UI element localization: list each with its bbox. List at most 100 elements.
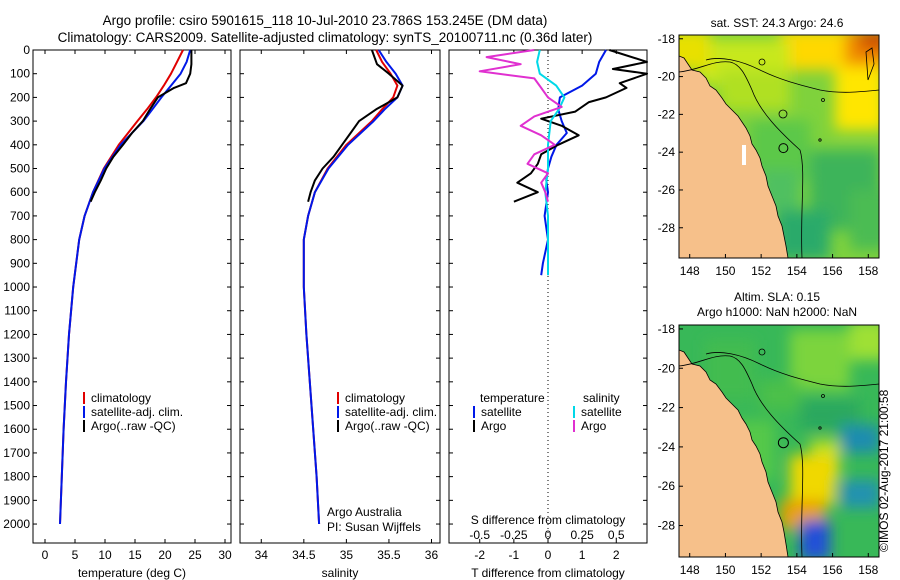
series-line-salinity-argo — [478, 49, 563, 202]
y-tick-label: 100 — [10, 67, 30, 81]
x-tick-label-secondary: 0.25 — [570, 528, 594, 542]
sla-contours — [679, 348, 879, 557]
x-tick-label: -1 — [509, 548, 520, 562]
y-tick-label: 1000 — [3, 280, 30, 294]
difference-panel: -2 -1 0 1 2 -0.5 -0.25 0 0.25 0.5 S difference fr… — [448, 49, 648, 580]
map-y-tick-label: -22 — [658, 107, 676, 121]
legend-t-satellite-label: satellite — [481, 405, 522, 419]
sst-map-axes: 148 150 152 154 156 158 -18 -20 -22 -24 -26 -28 — [658, 32, 879, 278]
temperature-legend: climatology satellite-adj. clim. Argo(..… — [83, 391, 183, 433]
difference-ticks: -2 -1 0 1 2 -0.5 -0.25 0 0.25 0.5 — [449, 49, 647, 562]
map-x-tick-label: 148 — [680, 563, 700, 577]
sst-map-panel: sat. SST: 24.3 Argo: 24.6 — [658, 16, 880, 278]
series-line-satellite-adj-clim- — [59, 49, 192, 525]
sst-contours — [679, 47, 879, 258]
y-tick-label: 1500 — [3, 399, 30, 413]
legend-s-argo-label: Argo — [581, 419, 607, 433]
title-line-2: Climatology: CARS2009. Satellite-adjuste… — [57, 30, 593, 45]
map-x-tick-label: 156 — [823, 264, 843, 278]
series-line-satellite-adj-clim- — [302, 49, 404, 525]
x-tick-label: 15 — [128, 548, 142, 562]
x-tick-label-secondary: 0 — [545, 528, 552, 542]
sla-map-frame — [678, 324, 880, 558]
map-x-tick-label: 156 — [823, 563, 843, 577]
map-y-tick-label: -26 — [658, 183, 676, 197]
map-y-tick-label: -24 — [658, 145, 676, 159]
x-tick-label: 0 — [545, 548, 552, 562]
temperature-series — [59, 49, 193, 525]
map-x-tick-label: 158 — [858, 264, 878, 278]
legend-climatology-label: climatology — [345, 391, 405, 405]
map-x-tick-label: 152 — [751, 264, 771, 278]
temperature-ticks: 0 5 10 15 20 25 300100200300400500600700800900… — [3, 43, 232, 562]
x-tick-label: 10 — [98, 548, 112, 562]
legend-climatology-label: climatology — [91, 391, 151, 405]
map-x-tick-label: 158 — [858, 563, 878, 577]
x-tick-label-secondary: -0.5 — [469, 528, 490, 542]
map-y-tick-label: -24 — [658, 440, 676, 454]
difference-legend: temperature satellite Argo salinity sate… — [473, 391, 622, 433]
institution-note: Argo Australia — [327, 505, 402, 519]
map-y-tick-label: -22 — [658, 401, 676, 415]
series-line-temperature-satellite — [540, 49, 607, 276]
y-tick-label: 0 — [23, 43, 30, 57]
y-tick-label: 1300 — [3, 351, 30, 365]
y-tick-label: 900 — [10, 256, 30, 270]
x-tick-label: 2 — [613, 548, 620, 562]
x-tick-label: 1 — [579, 548, 586, 562]
sst-land — [679, 55, 789, 258]
temperature-xlabel: temperature (deg C) — [78, 566, 186, 580]
map-y-tick-label: -20 — [658, 361, 676, 375]
legend-satellite-label: satellite-adj. clim. — [345, 405, 437, 419]
x-tick-label: 25 — [188, 548, 202, 562]
sla-map-title-1: Altim. SLA: 0.15 — [734, 290, 820, 304]
x-tick-label: 0 — [42, 548, 49, 562]
sst-map-title: sat. SST: 24.3 Argo: 24.6 — [711, 16, 844, 30]
salinity-axes-frame — [239, 49, 441, 544]
sst-map-frame — [678, 34, 880, 259]
difference-series — [478, 49, 648, 276]
map-x-tick-label: 150 — [715, 563, 735, 577]
y-tick-label: 1900 — [3, 493, 30, 507]
x-tick-label-secondary: -0.25 — [500, 528, 528, 542]
t-difference-label: T difference from climatology — [471, 566, 625, 580]
sla-map-title-2: Argo h1000: NaN h2000: NaN — [697, 305, 857, 319]
map-y-tick-label: -26 — [658, 479, 676, 493]
series-line-temperature-argo — [513, 49, 648, 203]
y-tick-label: 1700 — [3, 446, 30, 460]
legend-argo-label: Argo(..raw -QC) — [345, 419, 430, 433]
map-y-tick-label: -18 — [658, 322, 676, 336]
x-tick-label: 34 — [255, 548, 269, 562]
series-line-argo-raw-qc- — [307, 49, 404, 202]
map-x-tick-label: 154 — [787, 563, 807, 577]
sst-missing-data — [742, 145, 746, 165]
x-tick-label: 35 — [340, 548, 354, 562]
sla-land — [679, 349, 789, 557]
salinity-panel: 34 34.5 35 35.5 36 salinity climatology sate… — [239, 49, 441, 580]
x-tick-label-secondary: 0.5 — [608, 528, 625, 542]
map-y-tick-label: -28 — [658, 519, 676, 533]
y-tick-label: 600 — [10, 185, 30, 199]
y-tick-label: 1800 — [3, 470, 30, 484]
temperature-axes-frame — [32, 49, 232, 544]
salinity-ticks: 34 34.5 35 35.5 36 — [240, 49, 440, 562]
x-tick-label: 36 — [425, 548, 439, 562]
y-tick-label: 1400 — [3, 375, 30, 389]
map-y-tick-label: -20 — [658, 70, 676, 84]
series-line-climatology — [302, 49, 399, 525]
series-line-salinity-satellite — [536, 49, 566, 276]
x-tick-label: 35.5 — [377, 548, 401, 562]
x-tick-label: -2 — [474, 548, 485, 562]
legend-t-argo-label: Argo — [481, 419, 507, 433]
y-tick-label: 2000 — [3, 517, 30, 531]
map-y-tick-label: -28 — [658, 221, 676, 235]
x-tick-label: 30 — [218, 548, 232, 562]
y-tick-label: 500 — [10, 162, 30, 176]
x-tick-label: 34.5 — [292, 548, 316, 562]
map-x-tick-label: 154 — [787, 264, 807, 278]
map-x-tick-label: 148 — [680, 264, 700, 278]
pi-note: PI: Susan Wijffels — [327, 520, 421, 534]
title-line-1: Argo profile: csiro 5901615_118 10-Jul-2… — [102, 13, 548, 28]
y-tick-label: 300 — [10, 114, 30, 128]
